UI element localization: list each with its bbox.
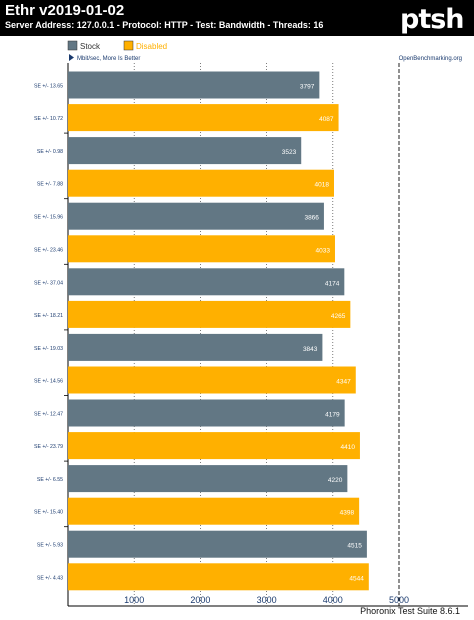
bar-value-label: 4515 [347,543,362,550]
bar-stock [68,268,345,296]
row-se-label: SE +/- 6.55 [37,477,63,483]
direction-arrow-icon [69,54,74,61]
bar-value-label: 4398 [340,510,355,517]
logo-text: ptsh [400,4,464,35]
bar-disabled [68,497,360,525]
x-tick-label: 3000 [257,595,277,605]
row-se-label: SE +/- 12.47 [34,412,63,418]
row-se-label: SE +/- 10.72 [34,116,63,122]
row-se-label: SE +/- 15.96 [34,215,63,221]
bar-disabled [68,169,334,197]
row-se-label: SE +/- 23.79 [34,444,63,450]
bar-value-label: 4347 [336,379,351,386]
bar-disabled [68,235,335,263]
bar-value-label: 3843 [303,346,318,353]
bar-value-label: 4018 [315,182,330,189]
row-se-label: SE +/- 4.43 [37,575,63,581]
bar-value-label: 4087 [319,116,334,123]
row-se-label: SE +/- 15.40 [34,510,63,516]
row-se-label: SE +/- 19.03 [34,346,63,352]
chart-subtitle: Server Address: 127.0.0.1 - Protocol: HT… [5,20,324,30]
row-se-label: SE +/- 13.65 [34,84,63,90]
row-se-label: SE +/- 7.88 [37,182,63,188]
pts-logo: ptsh [400,4,465,35]
row-se-label: SE +/- 23.46 [34,247,63,253]
x-tick-label: 2000 [190,595,210,605]
x-tick-label: 5000 [389,595,409,605]
bar-value-label: 4179 [325,412,340,419]
bar-stock [68,71,320,99]
bar-stock [68,399,345,427]
row-se-label: SE +/- 14.56 [34,379,63,385]
x-tick-label: 4000 [323,595,343,605]
bar-value-label: 4174 [325,280,340,287]
bar-disabled [68,563,369,591]
bar-value-label: 3523 [282,149,297,156]
legend-swatch-disabled [123,40,134,51]
bar-stock [68,333,323,361]
legend-swatch-stock [67,40,78,51]
bar-value-label: 3866 [304,215,319,222]
x-tick-label: 1000 [124,595,144,605]
legend-label-disabled: Disabled [136,42,167,51]
row-se-label: SE +/- 5.93 [37,543,63,549]
bar-stock [68,465,348,493]
bar-stock [68,530,367,558]
title-bar: Ethr v2019-01-02 Server Address: 127.0.0… [0,0,474,36]
footer-text: Phoronix Test Suite 8.6.1 [360,606,460,616]
bar-value-label: 4265 [331,313,346,320]
bar-value-label: 4033 [316,247,331,254]
chart-note: Mbit/sec, More Is Better [77,56,140,62]
bar-value-label: 4220 [328,477,343,484]
bar-value-label: 3797 [300,84,315,91]
bar-stock [68,202,324,230]
legend-label-stock: Stock [80,42,101,51]
bar-disabled [68,104,339,132]
bar-value-label: 4544 [349,575,364,582]
bar-value-label: 4410 [340,444,355,451]
row-se-label: SE +/- 0.98 [37,149,63,155]
chart-title: Ethr v2019-01-02 [5,2,125,19]
bar-stock [68,137,302,165]
bar-disabled [68,366,356,394]
source-label: OpenBenchmarking.org [399,56,462,62]
row-se-label: SE +/- 18.21 [34,313,63,319]
bar-disabled [68,300,351,328]
bar-disabled [68,432,360,460]
row-se-label: SE +/- 37.04 [34,280,63,286]
